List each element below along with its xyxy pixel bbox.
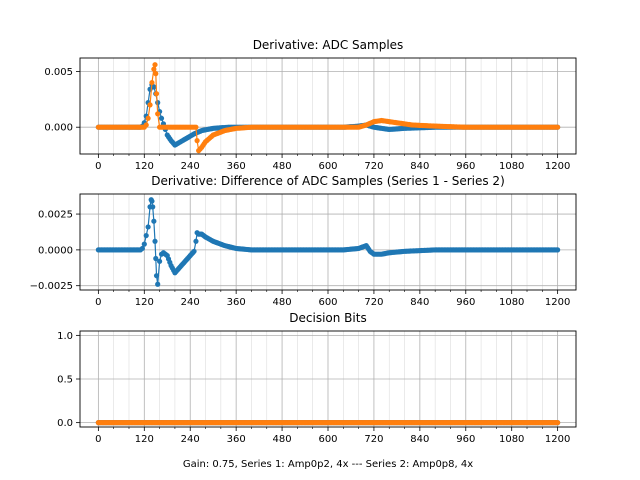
series-2-point — [193, 124, 199, 130]
x-tick-label: 480 — [273, 297, 292, 308]
x-tick-label: 960 — [456, 297, 475, 308]
subplot-3-title: Decision Bits — [289, 311, 366, 325]
x-tick-label: 0 — [95, 297, 101, 308]
series-1-point — [149, 198, 155, 204]
x-tick-label: 960 — [456, 161, 475, 172]
x-tick-label: 600 — [318, 297, 337, 308]
series-1-point — [193, 238, 199, 244]
x-tick-label: 120 — [135, 434, 154, 445]
subplot-1-title: Derivative: ADC Samples — [253, 38, 404, 52]
x-tick-label: 120 — [135, 297, 154, 308]
x-tick-label: 1200 — [545, 434, 570, 445]
x-tick-label: 360 — [227, 434, 246, 445]
x-tick-label: 120 — [135, 161, 154, 172]
x-tick-label: 360 — [227, 161, 246, 172]
series-2-point — [194, 138, 200, 144]
x-tick-label: 600 — [318, 434, 337, 445]
x-tick-label: 0 — [95, 434, 101, 445]
y-tick-label: 0.0000 — [38, 245, 73, 256]
series-2-point — [147, 102, 153, 108]
x-tick-label: 1080 — [499, 161, 524, 172]
series-1-point — [145, 224, 151, 230]
x-tick-label: 0 — [95, 161, 101, 172]
subplot-decision-bits: 0 120 240 360 480 600 720 840 960 1080 1200 0.0 0.5 1… — [57, 330, 577, 445]
series-1-point — [151, 218, 157, 224]
series-1-point — [150, 204, 156, 210]
x-tick-label: 240 — [181, 434, 200, 445]
y-tick-label: 0.005 — [44, 67, 73, 78]
x-tick-label: 840 — [410, 161, 429, 172]
x-tick-label: 1080 — [499, 434, 524, 445]
x-tick-label: 240 — [181, 297, 200, 308]
series-2-point — [555, 420, 561, 426]
subplot-2-title: Derivative: Difference of ADC Samples (S… — [151, 174, 505, 188]
subplot-derivative-difference: 0 120 240 360 480 600 720 840 960 1080 1200 −0.0025… — [30, 193, 577, 308]
series-2-point — [145, 115, 151, 121]
series-1-point — [151, 84, 157, 90]
x-tick-label: 360 — [227, 297, 246, 308]
x-tick-label: 600 — [318, 161, 337, 172]
series-2-point — [153, 91, 160, 97]
series-1-point — [139, 245, 145, 252]
series-1-point — [155, 281, 161, 287]
series-1-point — [555, 247, 561, 253]
subplot-3-xlabel: Gain: 0.75, Series 1: Amp0p2, 4x --- Ser… — [183, 459, 473, 470]
series-2-point — [152, 62, 158, 68]
y-tick-label: 0.0 — [57, 418, 73, 429]
series-1-point — [157, 258, 163, 264]
series-2-point — [555, 124, 561, 130]
series-2-point — [149, 79, 155, 86]
series-2-point — [155, 111, 161, 117]
y-tick-label: 0.5 — [57, 375, 73, 386]
x-tick-label: 720 — [364, 434, 383, 445]
x-tick-label: 840 — [410, 434, 429, 445]
series-1-point — [158, 115, 165, 121]
series-1-point — [141, 241, 147, 247]
subplot-derivative-adc: 0 120 240 360 480 600 720 840 960 1080 1200 0.000 0.… — [44, 57, 577, 172]
series-1-point — [153, 273, 160, 279]
series-1-point — [152, 238, 158, 244]
series-2-point — [151, 66, 157, 72]
series-1-point — [153, 255, 159, 262]
x-tick-label: 1080 — [499, 297, 524, 308]
x-tick-label: 960 — [456, 434, 475, 445]
y-tick-label: 0.000 — [44, 123, 73, 134]
x-tick-label: 1200 — [545, 161, 570, 172]
y-tick-label: 0.0025 — [38, 210, 73, 221]
y-tick-label: −0.0025 — [30, 281, 73, 292]
x-tick-label: 480 — [273, 434, 292, 445]
x-tick-label: 840 — [410, 297, 429, 308]
series-2-point — [143, 122, 149, 128]
x-tick-label: 720 — [364, 297, 383, 308]
series-1-point — [143, 232, 149, 239]
x-tick-label: 1200 — [545, 297, 570, 308]
series-1-point — [191, 248, 197, 254]
y-tick-label: 1.0 — [57, 331, 73, 342]
series-2-point — [153, 71, 159, 77]
x-tick-label: 720 — [364, 161, 383, 172]
x-tick-label: 480 — [273, 161, 292, 172]
x-tick-label: 240 — [181, 161, 200, 172]
